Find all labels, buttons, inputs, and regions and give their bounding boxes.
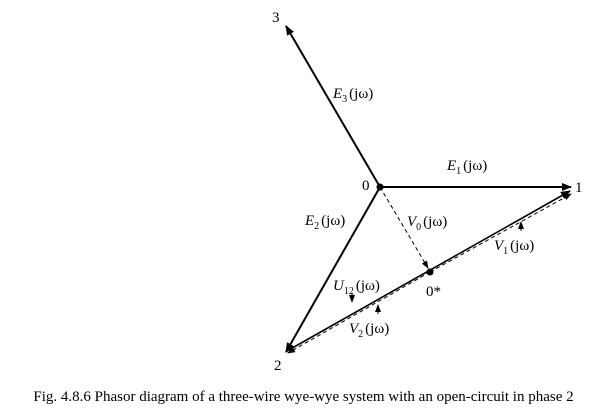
node-label-0-star: 0* [426, 284, 441, 300]
label-e2: E2 (jω) [304, 213, 345, 232]
shifted-neutral-dot [426, 268, 434, 276]
phasor-e2 [285, 186, 381, 353]
label-v2: V2 (jω) [349, 321, 389, 340]
label-e1: E1 (jω) [446, 158, 487, 177]
node-label-2: 2 [274, 358, 282, 374]
phasor-v0 [379, 186, 429, 269]
center-node-dot [376, 183, 384, 191]
phasor-v2 [287, 271, 431, 354]
node-label-1: 1 [575, 180, 583, 196]
node-label-0: 0 [362, 178, 370, 194]
phasor-v1 [429, 193, 572, 273]
label-v0: V0 (jω) [407, 214, 447, 233]
figure-caption: Fig. 4.8.6 Phasor diagram of a three-wir… [33, 389, 574, 405]
phasor-e3 [285, 25, 381, 188]
node-label-3: 3 [272, 10, 280, 26]
label-v1: V1 (jω) [494, 238, 534, 257]
label-u12: U12 (jω) [333, 278, 380, 297]
label-e3: E3 (jω) [332, 86, 373, 105]
